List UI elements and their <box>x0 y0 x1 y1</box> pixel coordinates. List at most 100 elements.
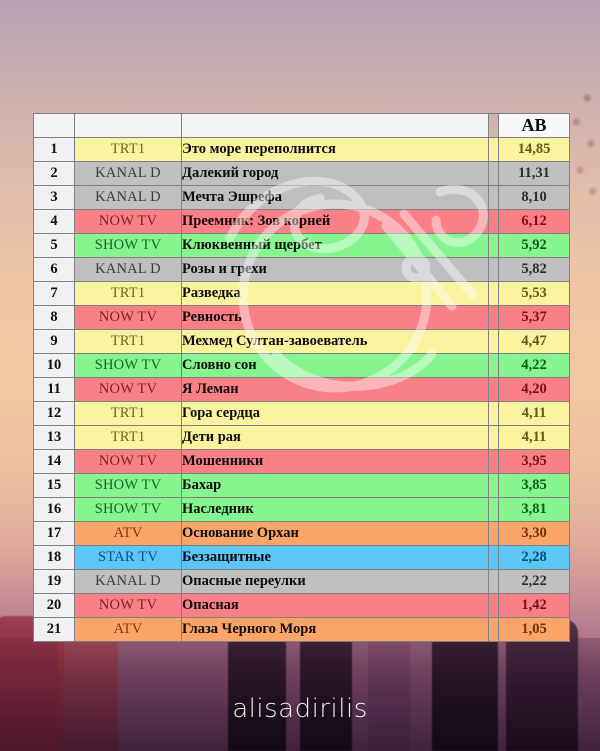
header-ab-rating: AB <box>498 113 570 138</box>
row-rank: 13 <box>33 425 75 450</box>
row-ab-value: 4,11 <box>498 425 570 450</box>
row-ab-value: 11,31 <box>498 161 570 186</box>
table-header-row: AB <box>33 113 570 138</box>
row-spacer <box>488 545 499 570</box>
table-row: 7 TRT1 Разведка 5,53 <box>33 281 570 306</box>
row-title: Глаза Черного Моря <box>181 617 489 642</box>
row-spacer <box>488 137 499 162</box>
table-row: 12 TRT1 Гора сердца 4,11 <box>33 401 570 426</box>
table-row: 6 KANAL D Розы и грехи 5,82 <box>33 257 570 282</box>
table-row: 10 SHOW TV Словно сон 4,22 <box>33 353 570 378</box>
row-channel: KANAL D <box>74 161 182 186</box>
row-rank: 10 <box>33 353 75 378</box>
row-spacer <box>488 329 499 354</box>
row-channel: NOW TV <box>74 593 182 618</box>
row-channel: ATV <box>74 617 182 642</box>
row-ab-value: 5,92 <box>498 233 570 258</box>
row-ab-value: 14,85 <box>498 137 570 162</box>
row-rank: 11 <box>33 377 75 402</box>
row-ab-value: 1,42 <box>498 593 570 618</box>
row-ab-value: 1,05 <box>498 617 570 642</box>
row-spacer <box>488 161 499 186</box>
row-rank: 9 <box>33 329 75 354</box>
table-row: 16 SHOW TV Наследник 3,81 <box>33 497 570 522</box>
row-rank: 20 <box>33 593 75 618</box>
bottom-watermark-text: alisadirilis <box>232 694 368 724</box>
row-title: Разведка <box>181 281 489 306</box>
row-spacer <box>488 425 499 450</box>
row-ab-value: 5,82 <box>498 257 570 282</box>
table-row: 19 KANAL D Опасные переулки 2,22 <box>33 569 570 594</box>
row-rank: 1 <box>33 137 75 162</box>
header-channel <box>74 113 182 138</box>
row-title: Мехмед Султан-завоеватель <box>181 329 489 354</box>
row-title: Мечта Эшрефа <box>181 185 489 210</box>
row-rank: 16 <box>33 497 75 522</box>
row-rank: 15 <box>33 473 75 498</box>
row-rank: 4 <box>33 209 75 234</box>
row-spacer <box>488 233 499 258</box>
row-channel: KANAL D <box>74 257 182 282</box>
ratings-table-body: AB 1 TRT1 Это море переполнится 14,85 2 KANAL… <box>33 113 570 642</box>
silhouette-figure <box>58 631 118 751</box>
row-spacer <box>488 353 499 378</box>
row-channel: SHOW TV <box>74 353 182 378</box>
table-row: 3 KANAL D Мечта Эшрефа 8,10 <box>33 185 570 210</box>
row-spacer <box>488 185 499 210</box>
header-rank <box>33 113 75 138</box>
table-row: 20 NOW TV Опасная 1,42 <box>33 593 570 618</box>
table-row: 14 NOW TV Мошенники 3,95 <box>33 449 570 474</box>
silhouette-figure <box>228 630 286 751</box>
row-title: Розы и грехи <box>181 257 489 282</box>
row-spacer <box>488 497 499 522</box>
row-title: Наследник <box>181 497 489 522</box>
row-spacer <box>488 209 499 234</box>
row-ab-value: 3,95 <box>498 449 570 474</box>
row-ab-value: 8,10 <box>498 185 570 210</box>
row-rank: 18 <box>33 545 75 570</box>
row-title: Я Леман <box>181 377 489 402</box>
table-row: 1 TRT1 Это море переполнится 14,85 <box>33 137 570 162</box>
row-spacer <box>488 377 499 402</box>
silhouette-figure <box>432 623 498 751</box>
table-row: 8 NOW TV Ревность 5,37 <box>33 305 570 330</box>
table-row: 15 SHOW TV Бахар 3,85 <box>33 473 570 498</box>
row-ab-value: 4,11 <box>498 401 570 426</box>
silhouette-figure <box>368 633 410 751</box>
table-row: 9 TRT1 Мехмед Султан-завоеватель 4,47 <box>33 329 570 354</box>
row-spacer <box>488 593 499 618</box>
row-channel: NOW TV <box>74 449 182 474</box>
row-spacer <box>488 617 499 642</box>
row-channel: NOW TV <box>74 305 182 330</box>
row-title: Дети рая <box>181 425 489 450</box>
table-row: 5 SHOW TV Клюквенный щербет 5,92 <box>33 233 570 258</box>
row-channel: SHOW TV <box>74 497 182 522</box>
row-spacer <box>488 257 499 282</box>
row-title: Бахар <box>181 473 489 498</box>
row-spacer <box>488 401 499 426</box>
row-ab-value: 3,85 <box>498 473 570 498</box>
row-spacer <box>488 473 499 498</box>
row-channel: TRT1 <box>74 329 182 354</box>
row-rank: 14 <box>33 449 75 474</box>
table-row: 21 ATV Глаза Черного Моря 1,05 <box>33 617 570 642</box>
row-title: Клюквенный щербет <box>181 233 489 258</box>
row-title: Основание Орхан <box>181 521 489 546</box>
row-channel: NOW TV <box>74 209 182 234</box>
row-rank: 3 <box>33 185 75 210</box>
header-spacer <box>488 113 499 138</box>
row-ab-value: 5,37 <box>498 305 570 330</box>
row-title: Опасная <box>181 593 489 618</box>
row-ab-value: 2,22 <box>498 569 570 594</box>
row-ab-value: 3,81 <box>498 497 570 522</box>
row-channel: KANAL D <box>74 185 182 210</box>
row-rank: 21 <box>33 617 75 642</box>
row-title: Словно сон <box>181 353 489 378</box>
row-channel: SHOW TV <box>74 473 182 498</box>
table-row: 2 KANAL D Далекий город 11,31 <box>33 161 570 186</box>
ratings-table-container: AB 1 TRT1 Это море переполнится 14,85 2 KANAL… <box>33 113 570 642</box>
table-row: 17 ATV Основание Орхан 3,30 <box>33 521 570 546</box>
row-channel: TRT1 <box>74 281 182 306</box>
table-row: 18 STAR TV Беззащитные 2,28 <box>33 545 570 570</box>
